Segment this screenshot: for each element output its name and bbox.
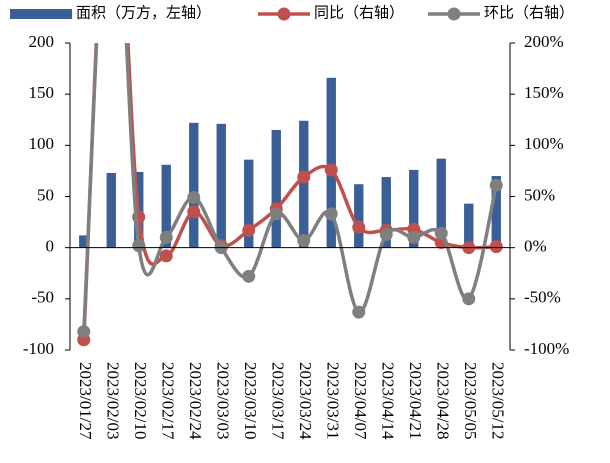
bar: [244, 159, 254, 248]
x-tick-label: 2023/01/27: [76, 362, 95, 440]
x-tick-label: 2023/03/31: [323, 362, 342, 439]
legend-marker: [277, 7, 291, 21]
y-tick-label: 100: [29, 134, 55, 153]
x-tick-label: 2023/04/14: [378, 362, 397, 440]
bar: [491, 176, 501, 248]
marker: [159, 230, 173, 244]
marker: [77, 325, 91, 339]
y-tick-label: -50: [31, 288, 54, 307]
y2-tick-label: 200%: [524, 32, 564, 51]
legend-label: 环比（右轴）: [484, 4, 574, 21]
x-tick-label: 2023/03/10: [241, 362, 260, 439]
x-tick-label: 2023/02/17: [158, 362, 177, 440]
line: [82, 43, 497, 340]
marker: [187, 191, 201, 205]
marker: [269, 207, 283, 221]
bar: [354, 184, 364, 248]
bar: [436, 158, 446, 248]
bar: [464, 203, 474, 248]
marker: [297, 234, 311, 248]
marker: [407, 230, 421, 244]
marker: [187, 205, 201, 219]
x-tick-label: 2023/05/05: [461, 362, 480, 439]
marker: [242, 269, 256, 283]
marker: [489, 178, 503, 192]
marker: [379, 227, 393, 241]
legend-label: 同比（右轴）: [314, 4, 404, 21]
marker: [352, 220, 366, 234]
x-tick-label: 2023/03/24: [296, 362, 315, 440]
bar: [189, 122, 199, 248]
marker: [434, 226, 448, 240]
legend-marker: [447, 7, 461, 21]
x-tick-label: 2023/02/24: [186, 362, 205, 440]
bar: [381, 177, 391, 248]
y2-tick-label: -100%: [524, 339, 569, 358]
y-tick-label: 150: [29, 83, 55, 102]
marker: [352, 305, 366, 319]
marker: [324, 207, 338, 221]
marker: [489, 240, 503, 254]
bar: [106, 172, 116, 248]
legend-label: 面积（万方，左轴）: [76, 4, 211, 21]
line: [82, 43, 498, 332]
legend-swatch: [10, 9, 72, 19]
x-tick-label: 2023/03/17: [268, 362, 287, 440]
x-tick-label: 2023/05/12: [488, 362, 507, 439]
lines: [77, 43, 503, 347]
y2-tick-label: 100%: [524, 134, 564, 153]
marker: [132, 239, 146, 253]
x-tick-label: 2023/03/03: [213, 362, 232, 439]
bar: [161, 164, 171, 248]
x-tick-label: 2023/02/10: [131, 362, 150, 439]
marker: [159, 249, 173, 263]
x-tick-label: 2023/04/07: [351, 362, 370, 440]
y2-tick-label: -50%: [524, 288, 561, 307]
marker: [297, 170, 311, 184]
bar: [79, 235, 89, 248]
x-tick-label: 2023/02/03: [103, 362, 122, 439]
bar: [409, 169, 419, 248]
x-tick-label: 2023/04/21: [406, 362, 425, 439]
y-tick-label: 50: [37, 185, 54, 204]
marker: [324, 163, 338, 177]
bar: [299, 120, 309, 248]
y-tick-label: 200: [29, 32, 55, 51]
marker: [242, 223, 256, 237]
y-tick-label: -100: [23, 339, 54, 358]
x-tick-label: 2023/04/28: [433, 362, 452, 439]
y2-tick-label: 0%: [524, 237, 547, 256]
y-tick-label: 0: [46, 237, 55, 256]
y2-tick-label: 150%: [524, 83, 564, 102]
y2-tick-label: 50%: [524, 185, 555, 204]
marker: [462, 292, 476, 306]
bar: [271, 129, 281, 248]
bar: [326, 77, 336, 248]
legend: 面积（万方，左轴） 同比（右轴） 环比（右轴）: [10, 4, 574, 21]
bar: [216, 123, 226, 248]
